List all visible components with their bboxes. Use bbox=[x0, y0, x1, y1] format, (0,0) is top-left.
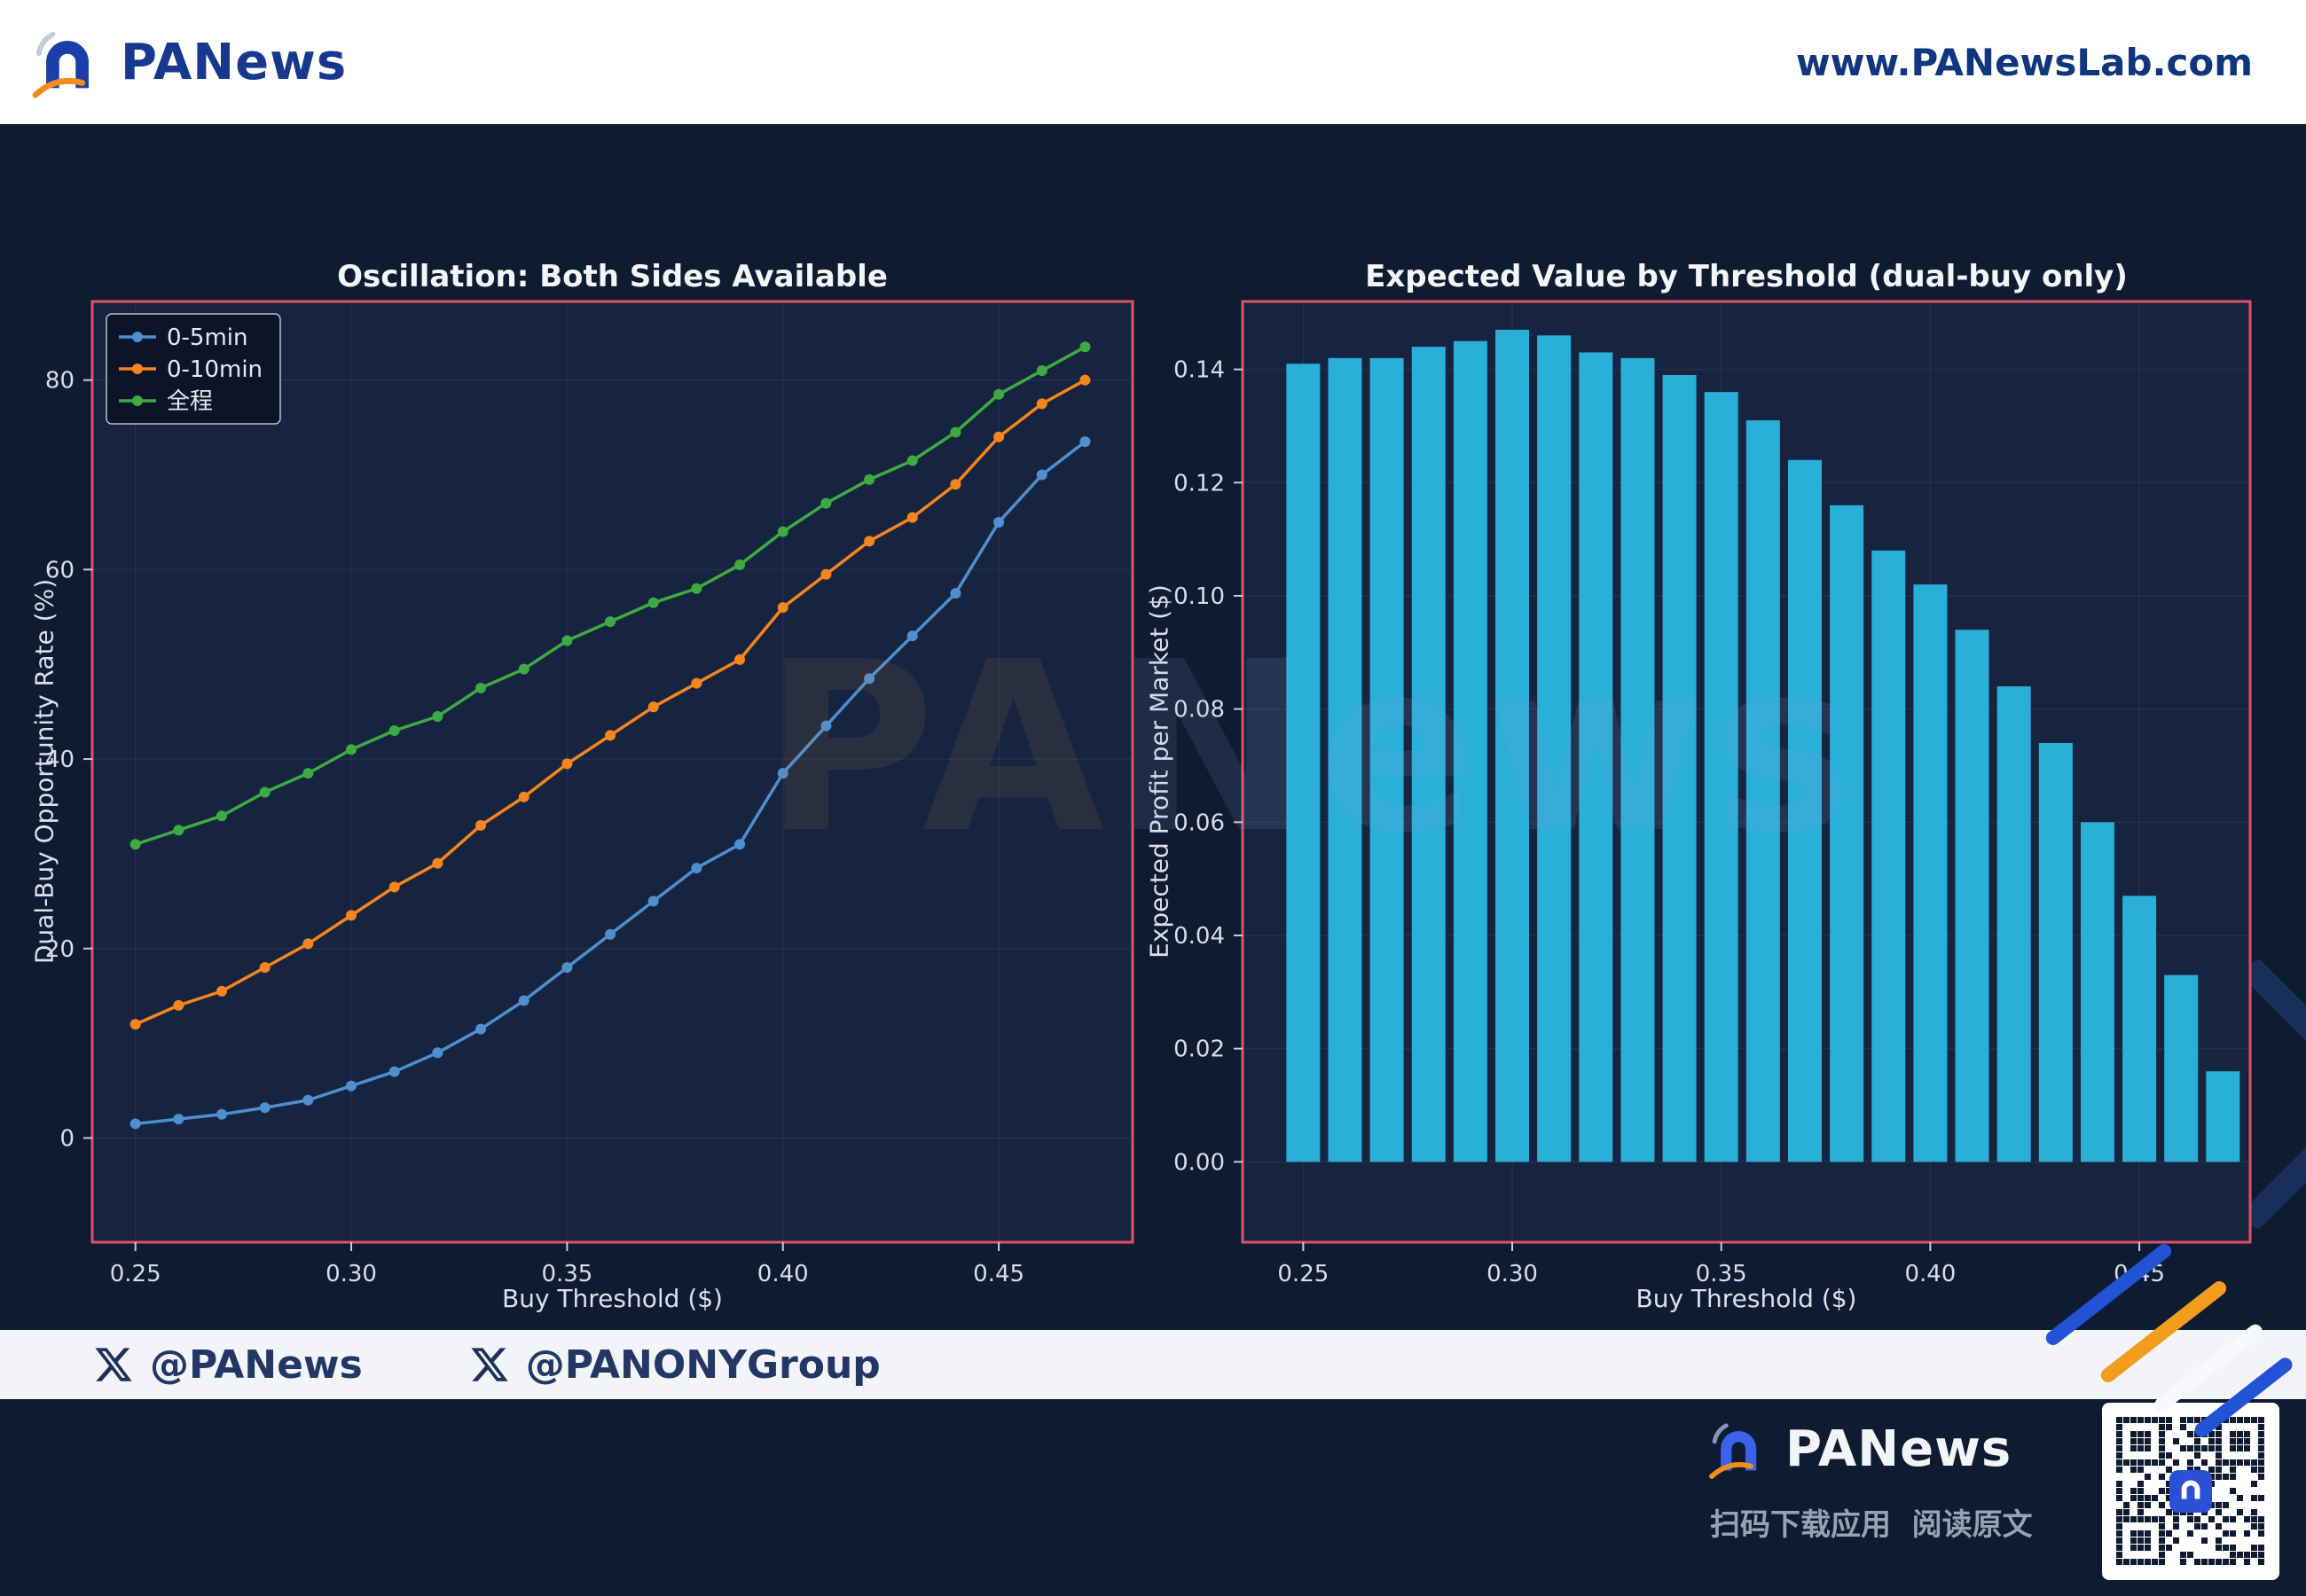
bar-chart-xlabel: Buy Threshold ($) bbox=[1635, 1284, 1857, 1313]
line-chart-xlabel: Buy Threshold ($) bbox=[502, 1284, 723, 1313]
svg-text:0.10: 0.10 bbox=[1173, 583, 1225, 610]
svg-text:0-5min: 0-5min bbox=[167, 325, 248, 351]
bar-chart-title: Expected Value by Threshold (dual-buy on… bbox=[1365, 259, 2128, 294]
svg-text:0.30: 0.30 bbox=[326, 1261, 377, 1287]
svg-text:0.45: 0.45 bbox=[973, 1261, 1024, 1287]
site-url[interactable]: www.PANewsLab.com bbox=[1795, 40, 2253, 84]
x-logo-icon bbox=[95, 1348, 132, 1381]
panews-mini-logo-icon bbox=[2181, 1480, 2200, 1499]
download-caption: 扫码下载应用 阅读原文 bbox=[1710, 1507, 2033, 1543]
brand-logo: PANews bbox=[30, 24, 347, 100]
panews-logo-icon bbox=[1709, 1423, 1757, 1479]
svg-text:全程: 全程 bbox=[167, 388, 213, 415]
svg-text:0.08: 0.08 bbox=[1173, 697, 1225, 724]
line-chart-panel: Oscillation: Both Sides Available Dual-B… bbox=[18, 248, 1153, 1326]
svg-text:0.30: 0.30 bbox=[1486, 1261, 1538, 1287]
svg-text:0.04: 0.04 bbox=[1173, 923, 1225, 950]
bottom-brand: PANews bbox=[1707, 1417, 2012, 1481]
line-chart-svg: 0.25 0.30 0.35 0.40 0.45 0 20 40 60 80 0-5min 0-10m… bbox=[45, 300, 1134, 1287]
panews-logo-icon bbox=[32, 31, 89, 98]
footer-bar: @PANews @PANONYGroup bbox=[0, 1330, 2306, 1399]
x-handle-label: @PANews bbox=[150, 1342, 363, 1388]
line-chart-title: Oscillation: Both Sides Available bbox=[337, 259, 888, 294]
svg-text:0.06: 0.06 bbox=[1173, 810, 1225, 836]
x-handle-panonygroup[interactable]: @PANONYGroup bbox=[469, 1342, 881, 1388]
bar-chart-panel: Expected Value by Threshold (dual-buy on… bbox=[1144, 248, 2288, 1326]
svg-text:80: 80 bbox=[45, 368, 75, 395]
svg-text:0-10min: 0-10min bbox=[167, 356, 263, 383]
x-handle-panews[interactable]: @PANews bbox=[93, 1342, 363, 1388]
bar-chart-svg: 0.250.300.350.400.450.000.020.040.060.08… bbox=[1173, 300, 2252, 1287]
svg-text:0.25: 0.25 bbox=[110, 1261, 161, 1287]
svg-text:0.35: 0.35 bbox=[541, 1261, 592, 1287]
svg-text:0.12: 0.12 bbox=[1173, 470, 1225, 497]
svg-text:0.25: 0.25 bbox=[1277, 1261, 1329, 1287]
svg-text:0: 0 bbox=[59, 1125, 75, 1152]
svg-text:0.40: 0.40 bbox=[1904, 1261, 1956, 1287]
svg-text:0.00: 0.00 bbox=[1173, 1149, 1225, 1176]
brand-name: PANews bbox=[121, 33, 348, 91]
svg-text:20: 20 bbox=[45, 936, 75, 963]
qr-logo-badge bbox=[2169, 1470, 2212, 1513]
svg-text:0.40: 0.40 bbox=[757, 1261, 809, 1287]
x-logo-icon bbox=[471, 1348, 508, 1381]
svg-text:0.14: 0.14 bbox=[1173, 357, 1225, 384]
svg-text:0.02: 0.02 bbox=[1173, 1037, 1225, 1063]
svg-text:0.35: 0.35 bbox=[1696, 1261, 1747, 1287]
qr-code bbox=[2102, 1403, 2279, 1580]
svg-text:40: 40 bbox=[45, 747, 75, 773]
bottom-brand-name: PANews bbox=[1785, 1420, 2012, 1478]
x-handle-label: @PANONYGroup bbox=[525, 1342, 881, 1388]
svg-text:60: 60 bbox=[45, 557, 75, 583]
header: PANews www.PANewsLab.com bbox=[0, 0, 2306, 124]
